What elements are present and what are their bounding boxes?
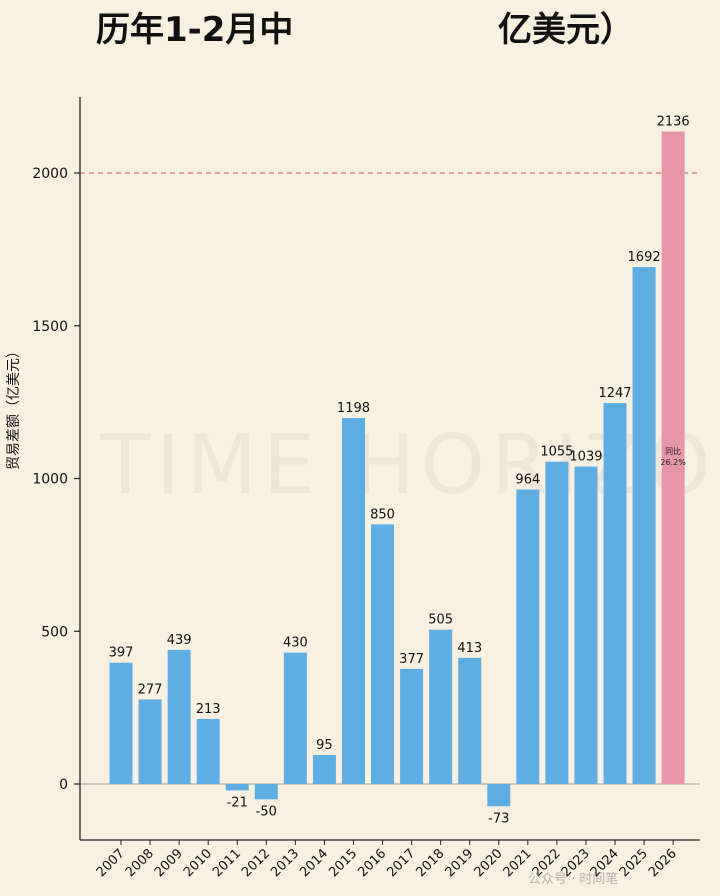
chart-title-right: 亿美元）	[498, 10, 634, 50]
x-tick-label: 2026	[646, 846, 680, 880]
x-tick-label: 2010	[181, 846, 215, 880]
bar	[371, 524, 395, 784]
bar-value-label: 430	[283, 636, 308, 651]
bar-value-label: 850	[370, 507, 395, 522]
yoy-annotation-value: 26.2%	[660, 458, 686, 467]
bar	[429, 629, 453, 784]
x-tick-label: 2014	[297, 846, 331, 880]
footer-watermark: 公众号 · 时间笔	[528, 872, 619, 887]
bar	[254, 784, 278, 800]
bar-value-label: -21	[227, 795, 248, 810]
y-tick-label: 1500	[32, 319, 68, 335]
x-tick-label: 2012	[239, 846, 273, 880]
x-tick-label: 2020	[472, 846, 506, 880]
bar-value-label: 377	[399, 652, 424, 667]
bar-value-label: -73	[488, 811, 509, 826]
bar	[138, 699, 162, 784]
bar-value-label: -50	[256, 804, 277, 819]
y-tick-label: 0	[59, 777, 68, 793]
bar-value-label: 964	[515, 472, 540, 487]
bar	[516, 489, 540, 784]
bar	[196, 718, 220, 784]
bar	[341, 418, 365, 784]
bar-value-label: 277	[138, 682, 163, 697]
y-tick-label: 1000	[32, 472, 68, 488]
y-tick-label: 2000	[32, 166, 68, 182]
bar	[312, 754, 336, 784]
x-tick-label: 2016	[355, 846, 389, 880]
bar-value-label: 2136	[657, 114, 690, 129]
bar	[283, 652, 307, 784]
x-tick-label: 2019	[443, 846, 477, 880]
bar-value-label: 413	[457, 641, 482, 656]
y-tick-label: 500	[41, 624, 68, 640]
bar	[632, 267, 656, 784]
bar-value-label: 1692	[628, 250, 661, 265]
bar-value-label: 439	[167, 633, 192, 648]
x-tick-label: 2011	[210, 846, 244, 880]
bar-value-label: 95	[316, 738, 333, 753]
yoy-annotation-label: 同比	[665, 446, 681, 456]
x-tick-label: 2008	[123, 846, 157, 880]
bar	[225, 784, 249, 791]
x-tick-label: 2018	[413, 846, 447, 880]
bar	[167, 649, 191, 784]
bar	[603, 403, 627, 784]
bar	[109, 662, 133, 784]
x-tick-label: 2025	[617, 846, 651, 880]
bar-value-label: 213	[196, 702, 221, 717]
bar	[400, 668, 424, 784]
bar	[487, 784, 511, 807]
bar-value-label: 1039	[569, 450, 602, 465]
x-tick-label: 2015	[326, 846, 360, 880]
bar	[574, 466, 598, 784]
x-tick-label: 2017	[384, 846, 418, 880]
bar-value-label: 1055	[540, 445, 573, 460]
x-tick-label: 2009	[152, 846, 186, 880]
chart-title-left: 历年1-2月中	[96, 10, 294, 50]
bar-value-label: 505	[428, 613, 453, 628]
bar	[545, 461, 569, 784]
bar	[458, 657, 482, 784]
bar	[661, 131, 685, 784]
bar-value-label: 397	[109, 646, 134, 661]
bar-value-label: 1198	[337, 401, 370, 416]
x-tick-label: 2013	[268, 846, 302, 880]
x-tick-label: 2007	[94, 846, 128, 880]
bar-value-label: 1247	[598, 386, 631, 401]
